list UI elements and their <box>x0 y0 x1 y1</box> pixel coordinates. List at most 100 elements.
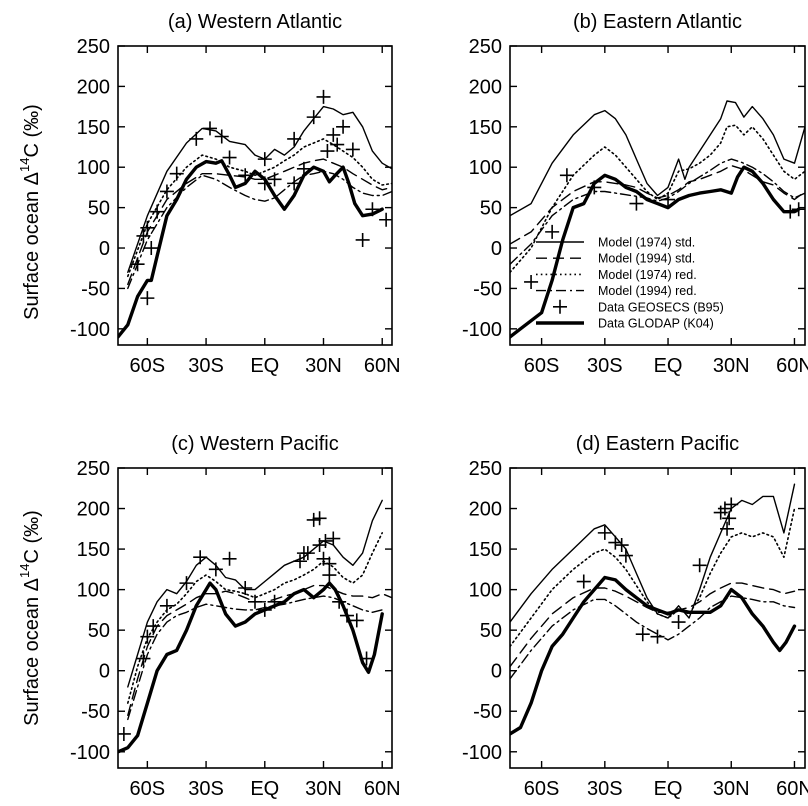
geosecs-data-point <box>330 137 345 152</box>
series-line-data-glodap-k04 <box>510 575 797 736</box>
geosecs-data-point <box>661 192 676 207</box>
x-tick-label: 30S <box>587 355 623 377</box>
legend-item-label: Data GLODAP (K04) <box>598 317 714 331</box>
geosecs-data-point <box>332 594 347 609</box>
geosecs-data-point <box>159 598 174 613</box>
plot-area <box>118 89 392 339</box>
geosecs-data-point <box>559 168 574 183</box>
geosecs-data-point <box>257 602 272 617</box>
x-tick-label: 30S <box>188 778 224 800</box>
x-tick-label: 30S <box>188 355 224 377</box>
x-tick-label: 60N <box>364 355 401 377</box>
x-tick-label: 60S <box>524 778 560 800</box>
geosecs-data-point <box>267 172 282 187</box>
plot-frame <box>117 467 393 769</box>
y-tick-label: -100 <box>462 742 502 764</box>
geosecs-data-point <box>222 551 237 566</box>
plot-area <box>118 499 392 754</box>
x-tick-label: 30S <box>587 778 623 800</box>
plot-area <box>510 100 805 339</box>
geosecs-data-point <box>791 202 805 217</box>
geosecs-data-point <box>722 511 737 526</box>
geosecs-data-point <box>293 554 308 569</box>
geosecs-data-point <box>306 512 321 527</box>
series-line-model-1994-std <box>127 158 392 286</box>
geosecs-data-point <box>349 613 364 628</box>
y-tick-label: 200 <box>77 76 110 98</box>
series-line-data-glodap-k04 <box>510 165 801 339</box>
y-tick-label: 50 <box>480 620 502 642</box>
geosecs-data-point <box>618 548 633 563</box>
geosecs-data-point <box>150 204 165 219</box>
y-tick-label: -50 <box>81 701 110 723</box>
series-line-model-1974-std <box>510 100 805 217</box>
legend-swatch <box>553 299 567 314</box>
series-line-data-glodap-k04 <box>118 159 384 339</box>
geosecs-data-point <box>614 538 629 553</box>
series-line-model-1974-std <box>510 483 796 623</box>
y-axis-label-bottom: Surface ocean Δ14C (‰) <box>17 510 43 726</box>
series-line-model-1974-std <box>127 499 383 688</box>
series-line-model-1974-red <box>127 138 392 278</box>
y-tick-label: 0 <box>491 661 502 683</box>
geosecs-data-point <box>359 651 374 666</box>
geosecs-data-point <box>146 619 161 634</box>
x-tick-label: EQ <box>250 778 279 800</box>
y-tick-label: 250 <box>77 458 110 480</box>
x-tick-label: 30N <box>713 778 750 800</box>
y-tick-label: 50 <box>88 198 110 220</box>
y-tick-label: 200 <box>469 76 502 98</box>
y-tick-label: 0 <box>491 238 502 260</box>
geosecs-data-point <box>287 176 302 191</box>
series-line-model-1994-std <box>510 582 796 668</box>
geosecs-data-point <box>140 220 155 235</box>
geosecs-data-point <box>144 241 159 256</box>
x-tick-label: EQ <box>654 355 683 377</box>
geosecs-data-point <box>576 574 591 589</box>
geosecs-data-point <box>318 533 333 548</box>
y-tick-label: -100 <box>462 319 502 341</box>
geosecs-data-point <box>257 176 272 191</box>
plot-frame <box>117 45 393 346</box>
y-tick-label: 200 <box>77 499 110 521</box>
geosecs-data-point <box>316 89 331 104</box>
geosecs-data-point <box>238 581 253 595</box>
panel-title: (d) Eastern Pacific <box>576 433 739 455</box>
y-tick-label: 150 <box>77 539 110 561</box>
geosecs-data-point <box>208 562 223 577</box>
geosecs-data-point <box>306 110 321 125</box>
geosecs-data-point <box>326 127 341 142</box>
x-tick-label: 30N <box>305 355 342 377</box>
geosecs-data-point <box>248 594 262 609</box>
panel-western-pacific: (c) Western Pacific -100 -50 0 50 100 150 200 25… <box>70 433 401 800</box>
geosecs-data-point <box>169 166 184 181</box>
geosecs-data-point <box>140 629 155 644</box>
legend-item-label: Model (1994) std. <box>598 252 695 266</box>
y-tick-label: 50 <box>480 198 502 220</box>
panel-eastern-pacific: (d) Eastern Pacific -100 -50 0 50 100 150 200 25… <box>462 433 808 800</box>
geosecs-data-point <box>189 131 204 146</box>
geosecs-data-point <box>322 568 337 583</box>
plot-frame <box>509 467 806 769</box>
geosecs-data-point <box>296 161 311 176</box>
geosecs-data-point <box>629 196 644 211</box>
series-line-model-1974-red <box>510 124 805 274</box>
panel-western-atlantic: (a) Western Atlantic -100 -50 0 50 100 150 200 2… <box>70 11 401 377</box>
geosecs-data-point <box>287 131 302 146</box>
y-tick-label: 250 <box>469 458 502 480</box>
x-tick-label: 30N <box>305 778 342 800</box>
legend-item-label: Model (1994) red. <box>598 284 697 298</box>
geosecs-data-point <box>524 274 539 289</box>
legend: Model (1974) std. Model (1994) std. Model … <box>536 236 724 331</box>
y-tick-label: 0 <box>99 661 110 683</box>
y-tick-label: 150 <box>469 539 502 561</box>
geosecs-data-point <box>720 521 735 536</box>
series-line-model-1974-red <box>510 507 796 648</box>
geosecs-data-point <box>635 627 650 642</box>
geosecs-data-point <box>257 152 272 167</box>
geosecs-data-point <box>130 257 145 272</box>
x-tick-label: 30N <box>713 355 750 377</box>
geosecs-data-point <box>650 629 665 644</box>
geosecs-data-point <box>336 119 351 134</box>
